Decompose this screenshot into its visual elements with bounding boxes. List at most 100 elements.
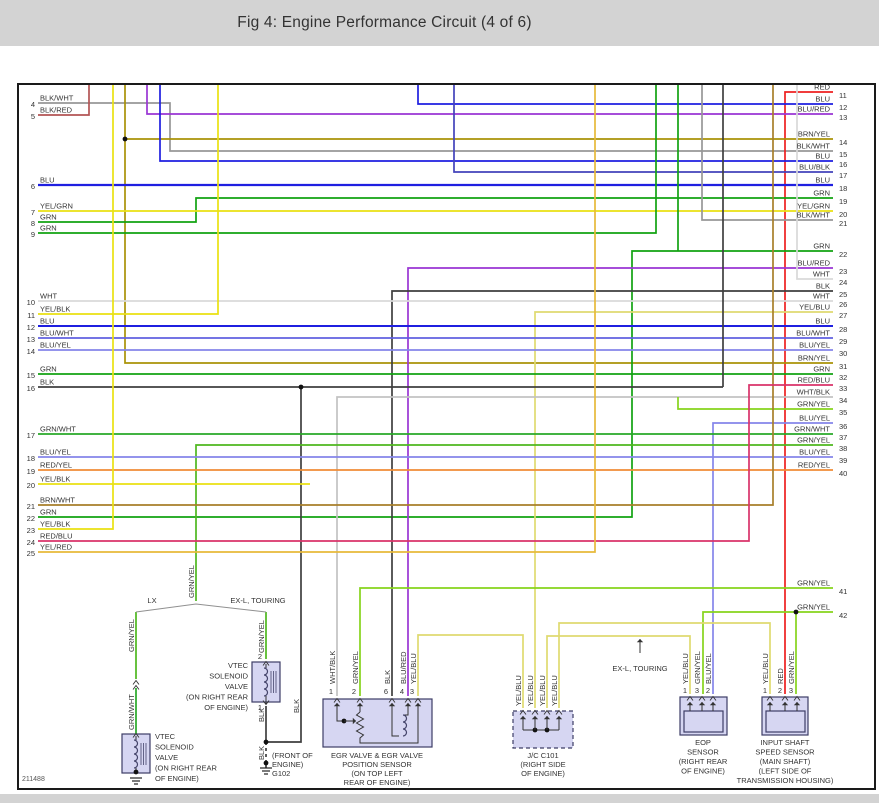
label: EGR VALVE & EGR VALVE [331, 751, 423, 760]
rotated-wire-label: BLK [257, 708, 266, 722]
right-pin-label: BLK/WHT [797, 142, 831, 151]
label: (FRONT OF [272, 751, 313, 760]
right-pin-label: BLU/RED [797, 259, 830, 268]
right-pin-number: 21 [839, 219, 847, 228]
right-pin-label: BRN/YEL [798, 130, 830, 139]
left-pin-number: 9 [31, 230, 35, 239]
left-pin-number: 17 [27, 431, 35, 440]
junction-dot [263, 739, 269, 745]
label: 1 [683, 686, 687, 695]
right-pin-label: WHT [813, 292, 830, 301]
right-pin-number: 28 [839, 325, 847, 334]
right-pin-number: 18 [839, 184, 847, 193]
pin-chevron [132, 732, 140, 738]
label: TRANSMISSION HOUSING) [737, 776, 834, 785]
left-pin-number: 16 [27, 384, 35, 393]
wire [38, 250, 833, 518]
right-pin-label: BLU [815, 152, 830, 161]
right-pin-label: YEL/BLU [799, 303, 830, 312]
eop-sensor-inner [683, 710, 724, 733]
label: (RIGHT SIDE [520, 760, 565, 769]
label: POSITION SENSOR [342, 760, 412, 769]
wire [124, 85, 833, 364]
wire [38, 85, 657, 234]
right-pin-number: 42 [839, 611, 847, 620]
junction-dot [298, 384, 304, 390]
rotated-wire-label: BLK [257, 746, 266, 760]
right-pin-number: 25 [839, 290, 847, 299]
rotated-wire-label: YEL/BLU [514, 675, 523, 706]
right-pin-number: 17 [839, 171, 847, 180]
label: VALVE [155, 753, 178, 762]
label: (RIGHT REAR [679, 757, 728, 766]
right-pin-label: RED/YEL [798, 461, 830, 470]
wire [38, 85, 219, 315]
arrow-head [686, 702, 694, 706]
label: REAR OF ENGINE) [344, 778, 411, 787]
coil-symbol [133, 739, 139, 769]
wire [677, 397, 833, 410]
junction-dot [133, 769, 139, 775]
left-pin-number: 4 [31, 100, 35, 109]
right-pin-number: 20 [839, 210, 847, 219]
rotated-wire-label: YEL/BLU [550, 675, 559, 706]
rotated-wire-label: WHT/BLK [328, 651, 337, 684]
right-pin-label: BLK [816, 282, 830, 291]
rotated-wire-label: BLU/RED [399, 651, 408, 684]
rotated-wire-label: BLK [292, 699, 301, 713]
label: 3 [695, 686, 699, 695]
right-pin-label: RED/BLU [797, 376, 830, 385]
right-pin-label: BLU [815, 95, 830, 104]
diagram-border [17, 83, 876, 790]
right-pin-number: 16 [839, 160, 847, 169]
wire [546, 635, 691, 708]
label: LX [147, 596, 156, 605]
wire [558, 622, 771, 708]
left-pin-number: 19 [27, 467, 35, 476]
left-pin-label: WHT [40, 292, 57, 301]
rotated-wire-label: YEL/BLU [761, 653, 770, 684]
right-pin-number: 35 [839, 408, 847, 417]
left-pin-number: 11 [27, 311, 35, 320]
left-pin-number: 18 [27, 454, 35, 463]
label: OF ENGINE) [204, 703, 248, 712]
right-pin-number: 26 [839, 300, 847, 309]
junction-dot [122, 136, 128, 142]
right-pin-number: 38 [839, 444, 847, 453]
pin-chevron [262, 700, 270, 706]
rotated-wire-label: GRN/YEL [787, 651, 796, 684]
right-pin-number: 33 [839, 384, 847, 393]
left-pin-number: 25 [27, 549, 35, 558]
arrow-head [388, 703, 396, 707]
left-pin-label: YEL/GRN [40, 202, 73, 211]
pin-chevron [709, 695, 717, 701]
arrow-head [781, 702, 789, 706]
wire [146, 85, 833, 115]
right-pin-label: YEL/GRN [797, 202, 830, 211]
coil-symbol [263, 667, 269, 697]
right-pin-number: 14 [839, 138, 847, 147]
right-pin-number: 11 [839, 91, 847, 100]
left-pin-number: 10 [27, 298, 35, 307]
arrow-head [414, 703, 422, 707]
label: J/C C101 [527, 751, 558, 760]
junction-dot [263, 760, 269, 766]
label: 6 [384, 687, 388, 696]
wire [391, 712, 399, 737]
bottom-strip [0, 794, 879, 803]
right-pin-number: 13 [839, 113, 847, 122]
right-pin-number: 27 [839, 311, 847, 320]
left-pin-number: 24 [27, 538, 35, 547]
right-pin-label: GRN/WHT [794, 425, 830, 434]
right-pin-label: BLU/YEL [799, 341, 830, 350]
right-pin-label: GRN [813, 365, 830, 374]
label: 2 [706, 686, 710, 695]
arrow-head [404, 703, 412, 707]
eop-sensor-box [679, 696, 728, 736]
pin-chevron [555, 709, 563, 715]
coil-symbol [402, 714, 408, 737]
left-pin-label: GRN [40, 365, 57, 374]
right-pin-label: GRN/YEL [797, 400, 830, 409]
left-pin-label: BLU/YEL [40, 448, 71, 457]
label: VALVE [225, 682, 248, 691]
